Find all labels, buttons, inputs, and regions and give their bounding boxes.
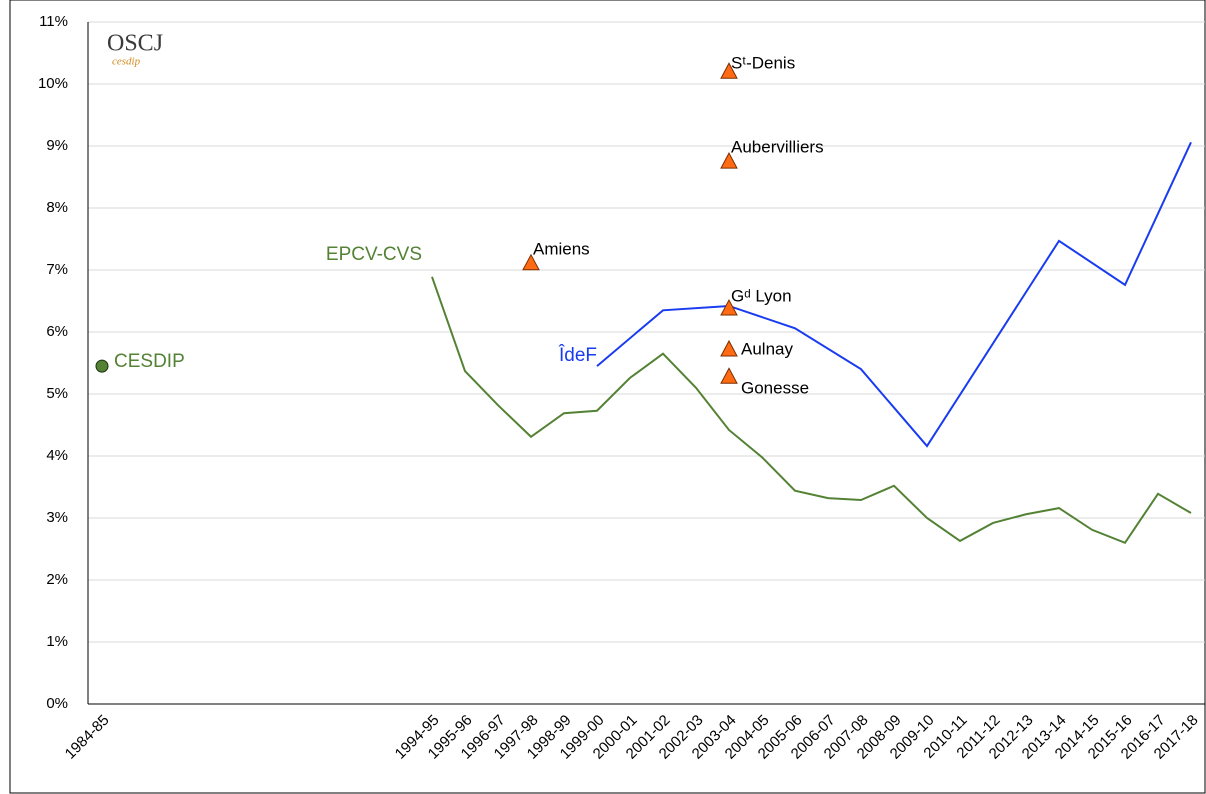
- logo-sub: cesdip: [112, 56, 141, 68]
- y-tick-label: 1%: [46, 633, 68, 650]
- triangle-marker: [720, 298, 738, 316]
- triangle-marker: [720, 367, 738, 384]
- logo: OSCJ: [107, 31, 163, 57]
- y-tick-label: 2%: [46, 571, 68, 588]
- series-label: CESDIP: [114, 351, 185, 372]
- x-tick-label: 1984-85: [62, 712, 113, 763]
- point-label: Aulnay: [741, 339, 793, 358]
- y-tick-label: 9%: [46, 137, 68, 154]
- triangle-marker: [720, 339, 738, 357]
- triangle-marker: [720, 152, 738, 169]
- y-tick-label: 0%: [46, 695, 68, 712]
- y-tick-label: 4%: [46, 447, 68, 464]
- y-tick-label: 6%: [46, 323, 68, 340]
- y-tick-label: 11%: [39, 13, 68, 30]
- y-tick-label: 3%: [46, 509, 68, 526]
- y-tick-label: 10%: [38, 75, 68, 92]
- data-point: [95, 359, 109, 373]
- triangle-marker: [522, 253, 540, 271]
- point-label: Amiens: [533, 239, 590, 258]
- point-label: Sᵗ-Denis: [731, 54, 795, 73]
- triangle-marker: [720, 62, 738, 79]
- y-tick-label: 7%: [46, 261, 68, 278]
- y-tick-label: 8%: [46, 199, 68, 216]
- y-tick-label: 5%: [46, 385, 68, 402]
- point-label: Gᵈ Lyon: [731, 287, 792, 306]
- point-label: Aubervilliers: [731, 138, 824, 157]
- series-label: EPCV-CVS: [326, 244, 422, 265]
- series-label: ÎdeF: [558, 344, 597, 366]
- series-line: [431, 276, 1192, 545]
- point-label: Gonesse: [741, 379, 809, 398]
- frame: [9, 0, 1206, 794]
- series-line: [596, 141, 1192, 448]
